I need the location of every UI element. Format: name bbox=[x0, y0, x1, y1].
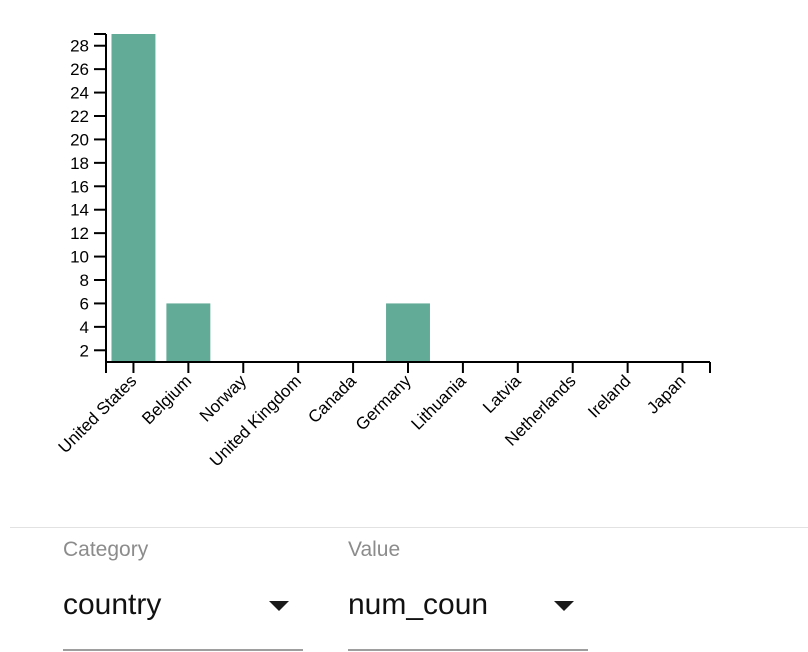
y-tick-label: 20 bbox=[70, 130, 89, 149]
x-tick-label: Japan bbox=[643, 371, 689, 417]
y-tick-label: 18 bbox=[70, 154, 89, 173]
category-select-value: country bbox=[63, 588, 162, 621]
x-tick-label: Lithuania bbox=[408, 371, 471, 434]
x-tick-label: Belgium bbox=[138, 371, 195, 428]
divider bbox=[10, 527, 808, 528]
y-tick-label: 12 bbox=[70, 224, 89, 243]
y-tick-label: 4 bbox=[80, 318, 89, 337]
value-field: Value num_coun bbox=[348, 535, 588, 652]
y-tick-label: 24 bbox=[70, 84, 89, 103]
category-label: Category bbox=[63, 538, 149, 561]
value-label: Value bbox=[348, 538, 401, 561]
x-tick-label: Ireland bbox=[584, 371, 634, 421]
x-tick-label: United States bbox=[55, 371, 141, 457]
y-tick-label: 14 bbox=[70, 201, 89, 220]
y-tick-label: 22 bbox=[70, 107, 89, 126]
y-tick-label: 2 bbox=[80, 341, 89, 360]
x-tick-label: Germany bbox=[352, 371, 415, 434]
bar-belgium bbox=[166, 303, 211, 362]
y-tick-label: 6 bbox=[80, 294, 89, 313]
value-select-value: num_coun bbox=[348, 588, 489, 621]
y-tick-label: 26 bbox=[70, 60, 89, 79]
x-tick-label: Canada bbox=[304, 371, 360, 427]
triangle-down-icon bbox=[269, 601, 289, 611]
bars-group bbox=[111, 34, 430, 362]
x-tick-label: Latvia bbox=[479, 371, 525, 417]
y-tick-label: 28 bbox=[70, 37, 89, 56]
category-field: Category country bbox=[63, 535, 303, 652]
y-tick-label: 16 bbox=[70, 177, 89, 196]
y-tick-label: 10 bbox=[70, 248, 89, 267]
x-tick-label: Norway bbox=[196, 371, 251, 426]
category-select[interactable]: country bbox=[63, 581, 303, 651]
bar-united-states bbox=[111, 34, 156, 362]
triangle-down-icon bbox=[554, 601, 574, 611]
y-tick-label: 8 bbox=[80, 271, 89, 290]
bar-chart: 2 4 6 8 10 12 14 16 18 20 22 24 26 28 United States Be… bbox=[55, 33, 711, 470]
value-select[interactable]: num_coun bbox=[348, 581, 588, 651]
bar-germany bbox=[386, 303, 430, 362]
